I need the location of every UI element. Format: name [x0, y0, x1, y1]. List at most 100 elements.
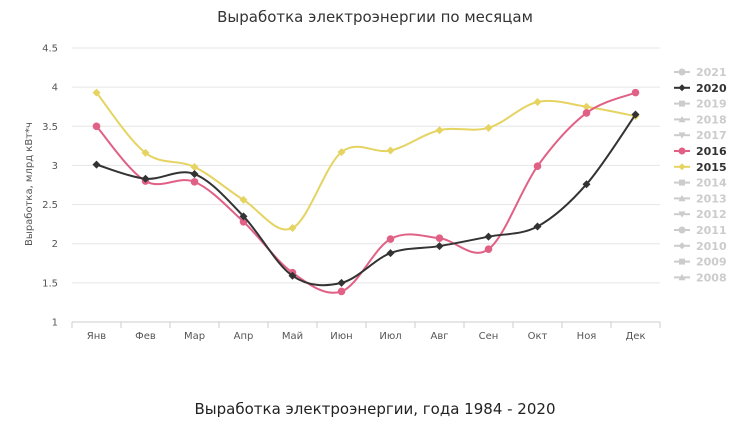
data-point-2016 — [533, 162, 542, 171]
legend-marker — [678, 132, 686, 139]
x-tick-label: Апр — [234, 331, 254, 342]
legend-label: 2015 — [696, 161, 727, 174]
chart-title: Выработка электроэнергии по месяцам — [217, 8, 533, 26]
data-point-2015 — [337, 148, 346, 157]
series-2020 — [92, 110, 640, 287]
data-point-2016 — [435, 234, 444, 243]
x-axis-ticks: Янв Фев Мар Апр Май Июн Июл Авг Сен Окт Ноя Дек — [87, 331, 646, 342]
legend-marker — [678, 273, 686, 281]
x-tick-label: Фев — [135, 331, 156, 342]
legend-marker — [678, 226, 686, 234]
data-point-2020 — [141, 174, 150, 183]
series-group — [92, 88, 640, 296]
data-point-2015 — [435, 126, 444, 135]
data-point-2020 — [484, 232, 493, 241]
legend-marker — [678, 68, 686, 76]
legend-marker — [678, 194, 686, 202]
legend-marker — [678, 84, 686, 92]
legend-item-2017[interactable]: 2017 — [674, 129, 727, 142]
x-tick-label: Июн — [330, 331, 352, 342]
x-tick-label: Июл — [379, 331, 401, 342]
data-point-2015 — [386, 146, 395, 155]
data-point-2020 — [239, 212, 248, 221]
legend-label: 2012 — [696, 208, 727, 221]
legend-label: 2017 — [696, 129, 727, 142]
legend-label: 2013 — [696, 192, 727, 205]
data-point-2015 — [190, 162, 199, 171]
data-point-2016 — [92, 122, 101, 131]
data-point-2016 — [582, 109, 591, 117]
x-tick-label: Май — [282, 331, 303, 342]
legend-label: 2010 — [696, 240, 727, 253]
x-tick-label: Янв — [87, 331, 106, 342]
grid-lines — [71, 47, 661, 328]
data-point-2015 — [141, 148, 150, 157]
legend-label: 2008 — [696, 271, 727, 284]
legend: 2021 2020 2019 2018 2017 2016 2015 2014 2013 2012… — [674, 66, 727, 284]
x-tick-label: Мар — [184, 331, 205, 342]
legend-item-2012[interactable]: 2012 — [674, 208, 727, 221]
data-point-2015 — [582, 102, 591, 111]
data-point-2016 — [484, 245, 493, 253]
legend-marker — [678, 242, 686, 250]
y-tick-label: 1.5 — [42, 278, 58, 289]
legend-label: 2016 — [696, 145, 727, 158]
legend-marker — [678, 211, 686, 218]
legend-item-2015[interactable]: 2015 — [674, 161, 727, 174]
legend-label: 2019 — [696, 98, 727, 111]
legend-item-2011[interactable]: 2011 — [674, 224, 727, 237]
chart-caption: Выработка электроэнергии, года 1984 - 20… — [194, 400, 556, 418]
legend-marker — [678, 147, 686, 155]
data-point-2020 — [386, 249, 395, 258]
y-axis-ticks: 1 1.5 2 2.5 3 3.5 4 4.5 — [42, 44, 58, 329]
y-tick-label: 2.5 — [42, 200, 58, 211]
data-point-2015 — [239, 195, 248, 204]
legend-item-2014[interactable]: 2014 — [674, 177, 727, 190]
legend-label: 2011 — [696, 224, 727, 237]
data-point-2020 — [337, 278, 346, 287]
legend-item-2019[interactable]: 2019 — [674, 98, 727, 111]
data-point-2020 — [288, 271, 297, 280]
series-2016 — [92, 88, 640, 296]
y-tick-label: 3 — [52, 161, 58, 172]
y-tick-label: 1 — [52, 318, 58, 329]
data-point-2016 — [239, 217, 248, 226]
legend-item-2008[interactable]: 2008 — [674, 271, 727, 284]
legend-item-2018[interactable]: 2018 — [674, 113, 727, 126]
x-tick-label: Авг — [431, 331, 449, 342]
legend-marker — [679, 179, 685, 186]
x-tick-label: Дек — [625, 331, 645, 342]
series-line-2020 — [96, 113, 637, 287]
x-tick-label: Ноя — [577, 331, 597, 342]
data-point-2020 — [582, 180, 591, 189]
data-point-2016 — [190, 178, 199, 186]
x-tick-label: Окт — [528, 331, 548, 342]
legend-marker — [679, 258, 685, 265]
data-point-2015 — [92, 88, 101, 97]
data-point-2020 — [533, 222, 542, 231]
legend-item-2009[interactable]: 2009 — [674, 256, 727, 269]
data-point-2020 — [435, 242, 444, 251]
data-point-2016 — [337, 287, 346, 296]
legend-marker — [679, 100, 685, 107]
legend-item-2021[interactable]: 2021 — [674, 66, 727, 79]
legend-label: 2020 — [696, 82, 727, 95]
data-point-2020 — [631, 110, 640, 119]
legend-item-2010[interactable]: 2010 — [674, 240, 727, 253]
legend-item-2020[interactable]: 2020 — [674, 82, 727, 95]
legend-item-2016[interactable]: 2016 — [674, 145, 727, 158]
y-tick-label: 3.5 — [42, 122, 58, 133]
legend-label: 2009 — [696, 256, 727, 269]
y-tick-label: 4.5 — [42, 44, 58, 55]
x-tick-label: Сен — [479, 331, 499, 342]
data-point-2015 — [533, 98, 542, 107]
legend-item-2013[interactable]: 2013 — [674, 192, 727, 205]
legend-marker — [678, 115, 686, 123]
series-line-2015 — [95, 91, 636, 231]
series-2015 — [92, 88, 640, 233]
legend-label: 2014 — [696, 177, 727, 190]
y-axis-label: Выработка, млрд кВт*ч — [24, 122, 35, 246]
series-line-2016 — [95, 91, 636, 294]
data-point-2015 — [288, 224, 297, 233]
